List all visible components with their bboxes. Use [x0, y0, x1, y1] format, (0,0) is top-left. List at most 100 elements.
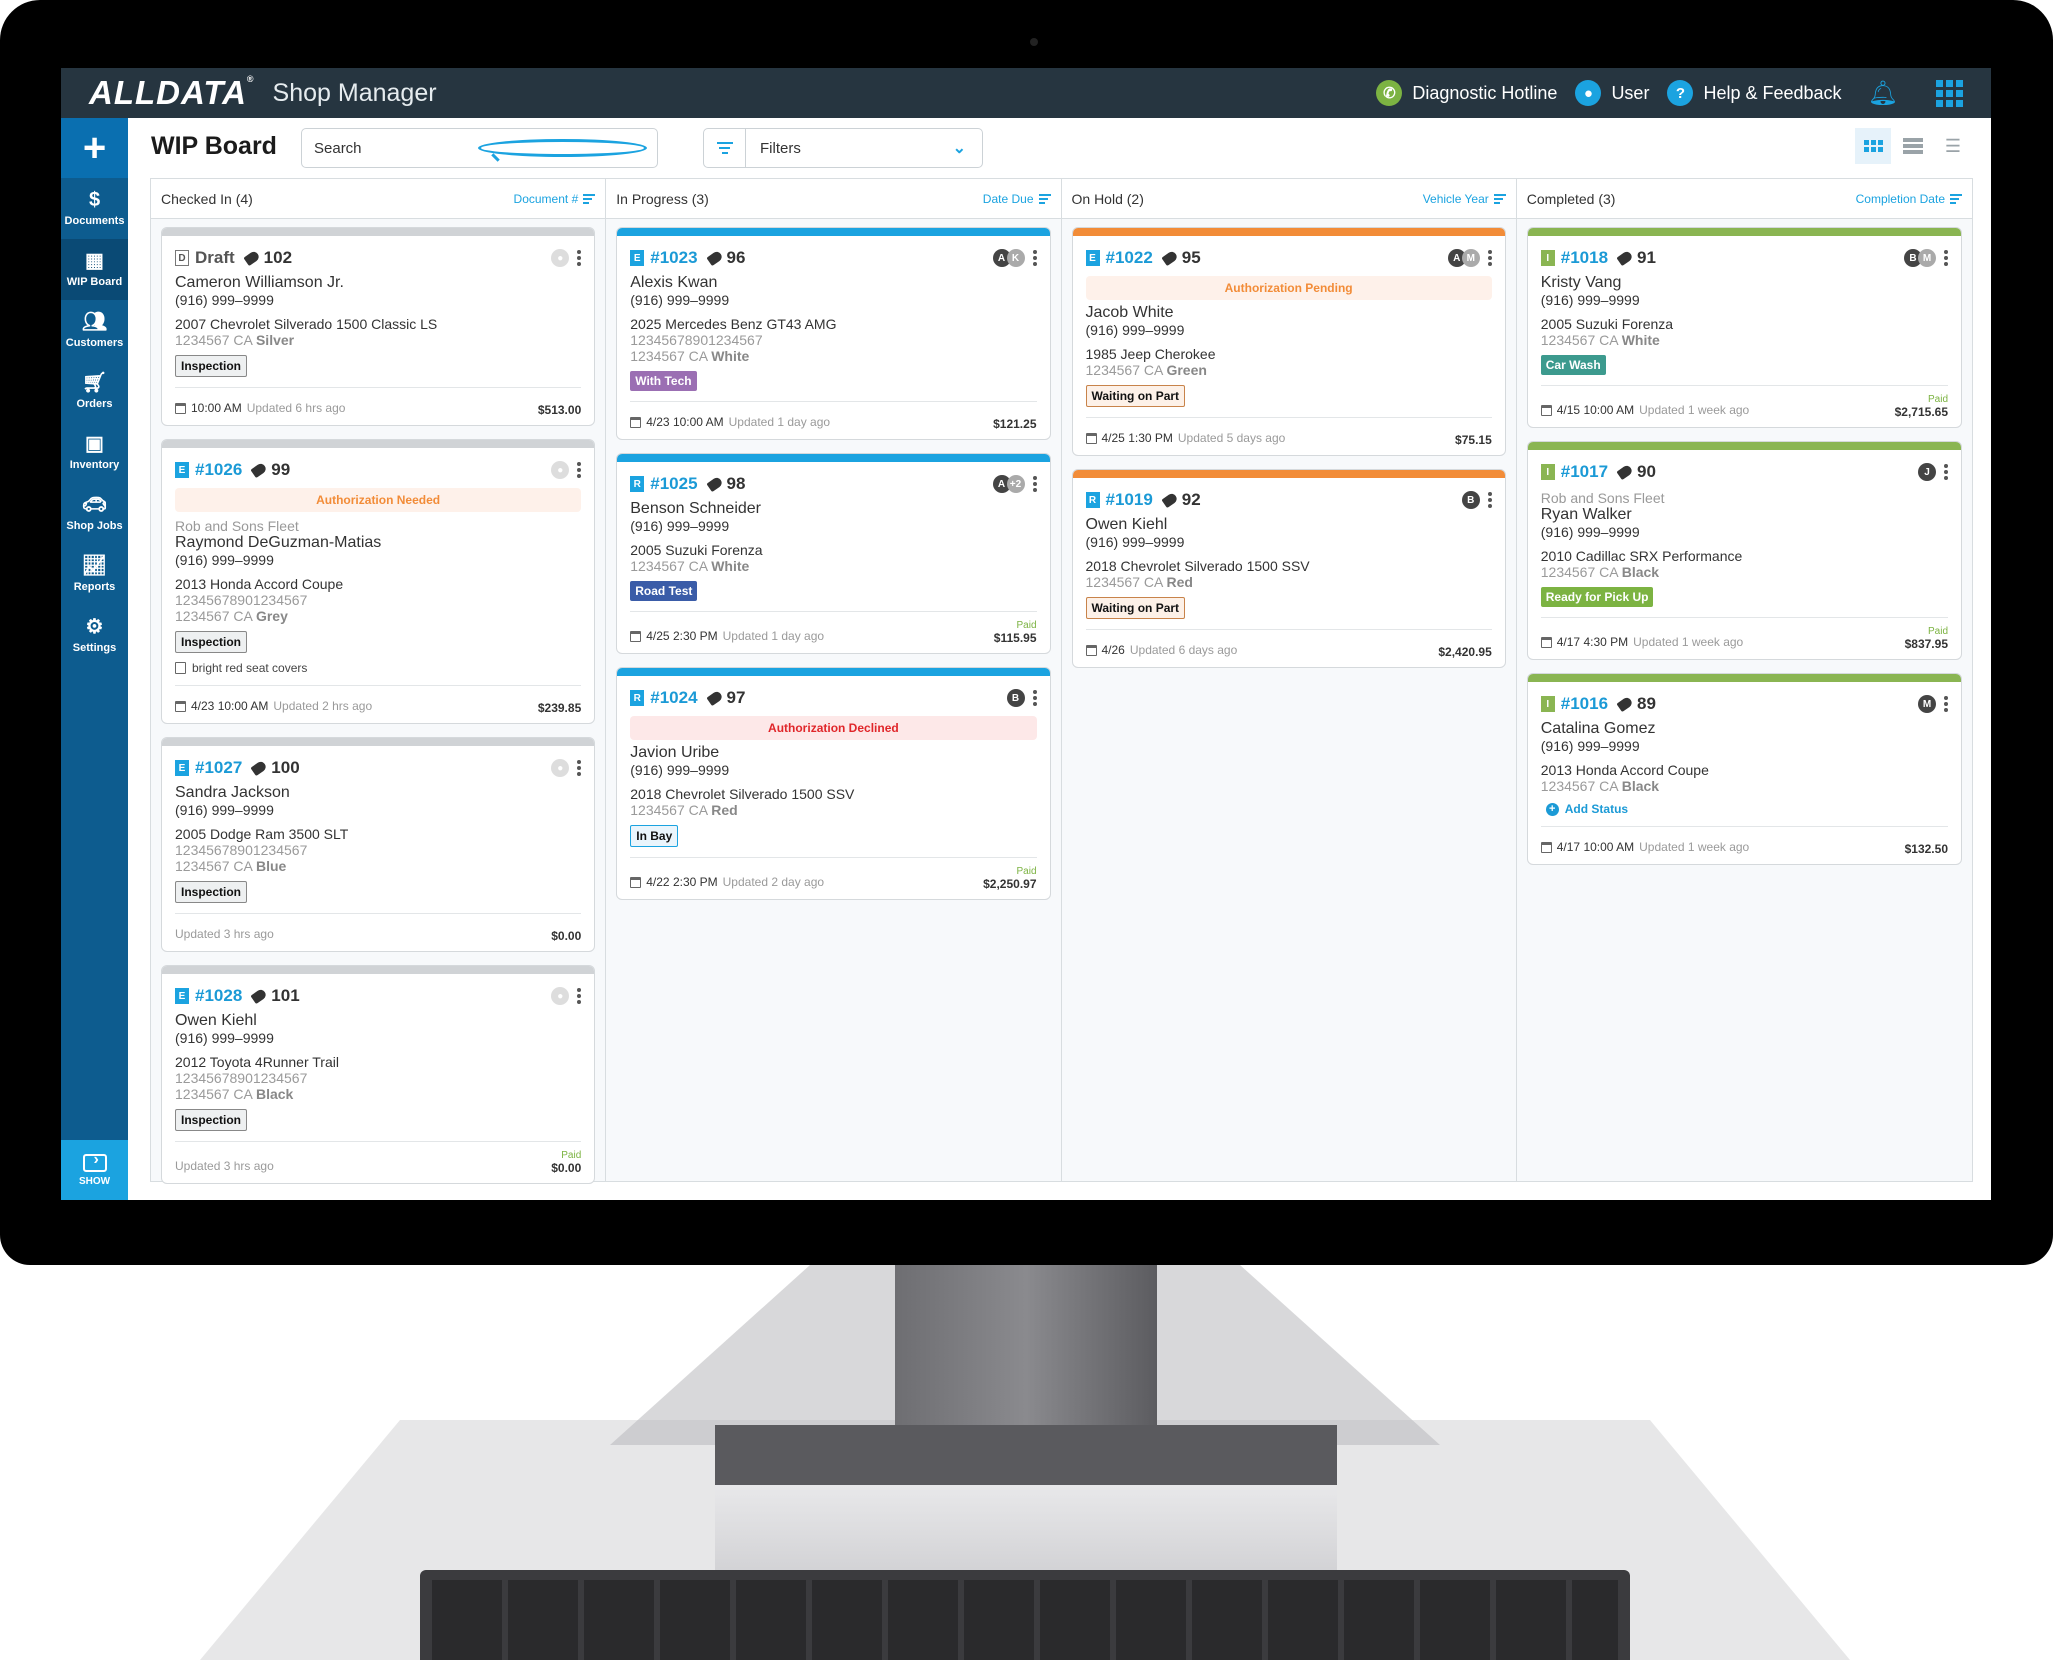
- sidebar-item-shop-jobs[interactable]: 🚗︎ Shop Jobs: [61, 483, 128, 544]
- vehicle-color: Green: [1166, 362, 1207, 378]
- sidebar-item-documents[interactable]: $ Documents: [61, 178, 128, 239]
- add-new-button[interactable]: +: [61, 118, 128, 178]
- technician-avatar[interactable]: A: [992, 475, 1011, 493]
- technician-avatar[interactable]: M: [1461, 249, 1480, 267]
- status-badge[interactable]: Waiting on Part: [1085, 385, 1186, 407]
- technician-avatar[interactable]: M: [1918, 695, 1936, 713]
- sidebar-item-orders[interactable]: 🛒︎ Orders: [61, 361, 128, 422]
- filters-dropdown[interactable]: Filters ⌄: [703, 128, 983, 168]
- apps-grid-icon[interactable]: [1936, 79, 1963, 107]
- document-number[interactable]: #1016: [1560, 694, 1609, 713]
- work-order-card[interactable]: R #1024 97 B Authorization Declined Javio…: [616, 667, 1051, 900]
- unassigned-avatar-icon[interactable]: ●: [551, 249, 570, 267]
- more-options-icon[interactable]: [1032, 690, 1037, 706]
- phone-icon: ✆: [1376, 80, 1403, 106]
- more-options-icon[interactable]: [577, 988, 582, 1004]
- more-options-icon[interactable]: [1944, 696, 1948, 712]
- more-options-icon[interactable]: [1944, 250, 1948, 266]
- show-panel-button[interactable]: SHOW: [61, 1140, 128, 1200]
- document-number[interactable]: #1027: [195, 758, 243, 777]
- search-input[interactable]: Search: [301, 128, 658, 168]
- technician-avatar[interactable]: K: [1006, 249, 1025, 267]
- more-options-icon[interactable]: [1032, 250, 1037, 266]
- status-badge[interactable]: Waiting on Part: [1085, 597, 1186, 619]
- due-time: 4/17 4:30 PM: [1556, 635, 1629, 649]
- status-badge[interactable]: In Bay: [630, 825, 679, 847]
- work-order-card[interactable]: E #1026 99 ● Authorization Needed Rob and…: [161, 439, 596, 724]
- technician-avatar[interactable]: A: [992, 249, 1011, 267]
- sidebar-item-settings[interactable]: ⚙ Settings: [61, 605, 128, 666]
- document-number[interactable]: #1024: [650, 688, 698, 707]
- technician-avatar[interactable]: B: [1461, 491, 1480, 509]
- work-order-card[interactable]: E #1028 101 ● Owen Kiehl (916) 999–9999 …: [161, 965, 596, 1184]
- board-settings-button[interactable]: ☰: [1935, 128, 1971, 164]
- filter-icon[interactable]: [704, 129, 746, 167]
- document-number[interactable]: Draft: [195, 248, 235, 267]
- chart-icon: 📈︎: [81, 555, 108, 577]
- status-badge[interactable]: Car Wash: [1540, 355, 1606, 375]
- status-badge[interactable]: With Tech: [630, 371, 697, 391]
- search-icon[interactable]: [477, 139, 647, 157]
- technician-avatar[interactable]: M: [1918, 249, 1936, 267]
- column-sort-button[interactable]: Document #: [514, 192, 596, 206]
- work-order-card[interactable]: R #1019 92 B Owen Kiehl (916) 999–9999 2…: [1071, 469, 1506, 668]
- more-options-icon[interactable]: [577, 250, 582, 266]
- sidebar-item-reports[interactable]: 📈︎ Reports: [61, 544, 128, 605]
- status-badge[interactable]: Inspection: [175, 881, 248, 903]
- more-options-icon[interactable]: [577, 462, 582, 478]
- list-view-button[interactable]: [1895, 128, 1931, 164]
- board-view-button[interactable]: [1855, 128, 1891, 164]
- technician-avatar[interactable]: B: [1904, 249, 1922, 267]
- add-status-button[interactable]: + Add Status: [1541, 802, 1948, 816]
- technician-avatar[interactable]: J: [1918, 463, 1936, 481]
- more-options-icon[interactable]: [1487, 492, 1492, 508]
- notifications-bell-icon[interactable]: 🔔︎: [1867, 79, 1898, 107]
- sidebar-item-inventory[interactable]: ▣ Inventory: [61, 422, 128, 483]
- document-number[interactable]: #1025: [650, 474, 698, 493]
- work-order-card[interactable]: R #1025 98 A +2 Benson Schneider (916) 99…: [616, 453, 1051, 654]
- status-badge[interactable]: Inspection: [175, 631, 248, 653]
- document-number[interactable]: #1028: [195, 986, 243, 1005]
- technician-avatar[interactable]: B: [1006, 689, 1025, 707]
- document-number[interactable]: #1018: [1560, 248, 1609, 267]
- technician-avatar[interactable]: A: [1447, 249, 1466, 267]
- alldata-logo[interactable]: ALLDATA®: [89, 74, 255, 112]
- work-order-card[interactable]: D Draft 102 ● Cameron Williamson Jr. (91…: [161, 227, 596, 426]
- document-number[interactable]: #1017: [1560, 462, 1609, 481]
- customer-phone: (916) 999–9999: [175, 802, 274, 818]
- technician-avatar[interactable]: +2: [1006, 475, 1025, 493]
- work-order-card[interactable]: I #1017 90 J Rob and Sons Fleet Ryan Walk…: [1526, 441, 1962, 660]
- column-sort-button[interactable]: Date Due: [983, 192, 1051, 206]
- unassigned-avatar-icon[interactable]: ●: [551, 987, 570, 1005]
- work-order-card[interactable]: I #1016 89 M Catalina Gomez (916) 999–99…: [1526, 673, 1962, 865]
- document-number[interactable]: #1022: [1105, 248, 1153, 267]
- unassigned-avatar-icon[interactable]: ●: [551, 759, 570, 777]
- more-options-icon[interactable]: [1487, 250, 1492, 266]
- more-options-icon[interactable]: [577, 760, 582, 776]
- document-number[interactable]: #1023: [650, 248, 698, 267]
- sidebar-item-wip-board[interactable]: ▦ WIP Board: [61, 239, 128, 300]
- more-options-icon[interactable]: [1944, 464, 1948, 480]
- status-badge[interactable]: Road Test: [630, 581, 698, 601]
- vehicle-color: Black: [1621, 778, 1660, 794]
- document-number[interactable]: #1026: [195, 460, 243, 479]
- work-order-card[interactable]: E #1027 100 ● Sandra Jackson (916) 999–9…: [161, 737, 596, 952]
- document-number[interactable]: #1019: [1105, 490, 1153, 509]
- more-options-icon[interactable]: [1032, 476, 1037, 492]
- column-sort-button[interactable]: Vehicle Year: [1423, 192, 1506, 206]
- customer-name: Jacob White: [1085, 304, 1174, 321]
- sidebar-item-label: Reports: [73, 581, 116, 593]
- user-menu-button[interactable]: ● User: [1575, 80, 1649, 106]
- diagnostic-hotline-button[interactable]: ✆ Diagnostic Hotline: [1376, 80, 1557, 106]
- column-sort-button[interactable]: Completion Date: [1856, 192, 1962, 206]
- unassigned-avatar-icon[interactable]: ●: [551, 461, 570, 479]
- status-badge[interactable]: Inspection: [175, 1109, 248, 1131]
- status-badge[interactable]: Ready for Pick Up: [1540, 587, 1654, 607]
- help-feedback-button[interactable]: ? Help & Feedback: [1667, 80, 1842, 106]
- status-badge[interactable]: Inspection: [175, 355, 248, 377]
- sidebar-item-customers[interactable]: 👥︎ Customers: [61, 300, 128, 361]
